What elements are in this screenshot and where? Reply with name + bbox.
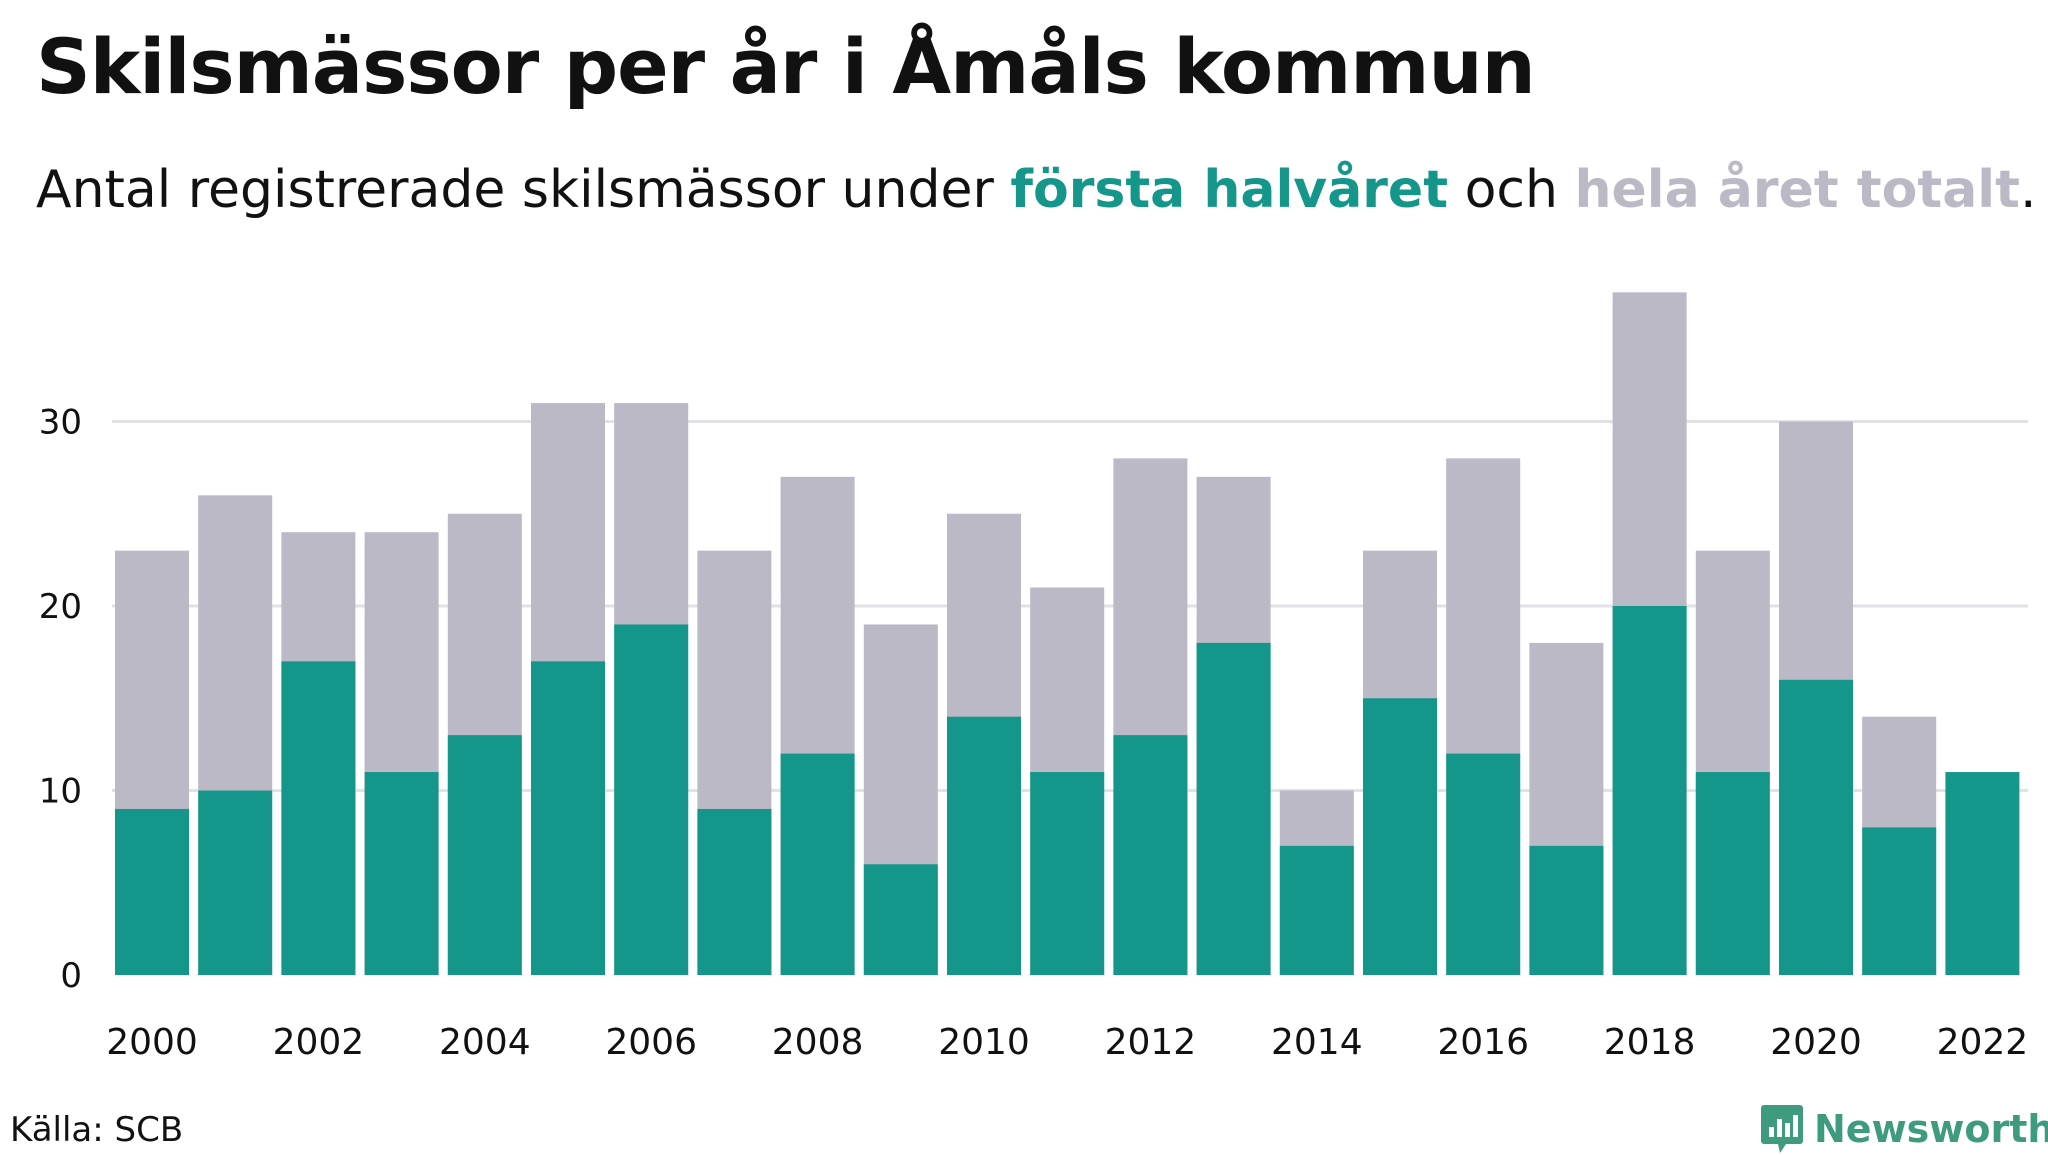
bar-first-half <box>614 624 689 975</box>
x-tick-label: 2000 <box>106 1022 198 1063</box>
bar-first-half <box>1612 606 1687 975</box>
bar-first-half <box>115 808 189 975</box>
bar-first-half <box>1279 845 1354 975</box>
bar-first-half <box>1945 772 2020 975</box>
bars <box>115 292 2020 976</box>
bar-first-half <box>1695 772 1770 975</box>
bar-first-half <box>1862 827 1937 975</box>
y-tick-label: 0 <box>60 956 82 996</box>
legend-total: hela året totalt <box>1574 160 2020 220</box>
x-tick-label: 2006 <box>605 1022 697 1063</box>
bar-first-half <box>531 661 605 975</box>
brand-name: Newsworthy <box>1814 1107 2048 1151</box>
chart-title: Skilsmässor per år i Åmåls kommun <box>36 22 1536 111</box>
bar-first-half <box>281 661 356 975</box>
y-tick-label: 20 <box>39 587 82 627</box>
x-tick-label: 2002 <box>273 1022 365 1063</box>
bar-first-half <box>947 716 1021 975</box>
bar-first-half <box>1529 845 1604 975</box>
bar-first-half <box>780 753 855 975</box>
x-tick-label: 2010 <box>938 1022 1030 1063</box>
x-tick-label: 2020 <box>1770 1022 1862 1063</box>
subtitle-middle: och <box>1448 160 1575 220</box>
bar-first-half <box>1779 679 1853 975</box>
bar-first-half <box>1446 753 1521 975</box>
x-tick-label: 2018 <box>1604 1022 1696 1063</box>
bar-first-half <box>364 772 439 975</box>
bar-first-half <box>863 864 938 975</box>
bar-first-half <box>1113 735 1188 975</box>
bar-first-half <box>198 790 273 975</box>
bar-first-half <box>697 808 772 975</box>
x-tick-label: 2008 <box>772 1022 864 1063</box>
subtitle-prefix: Antal registrerade skilsmässor under <box>36 160 1011 220</box>
brand: Newsworthy <box>1760 1103 2048 1155</box>
y-tick-label: 10 <box>39 772 82 812</box>
chart-subtitle: Antal registrerade skilsmässor under för… <box>36 160 2037 220</box>
newsworthy-logo-icon <box>1761 1105 1803 1153</box>
x-tick-label: 2022 <box>1937 1022 2029 1063</box>
x-tick-label: 2016 <box>1437 1022 1529 1063</box>
bar-first-half <box>447 735 522 975</box>
axis-labels: 0 10 20 30 2000 2002 2004 2006 2008 2010 2012 2014 2… <box>39 403 2028 1064</box>
legend-first-half: första halvåret <box>1010 160 1449 220</box>
y-tick-label: 30 <box>39 403 82 443</box>
subtitle-suffix: . <box>2019 160 2037 220</box>
source-label: Källa: SCB <box>10 1110 184 1150</box>
bar-first-half <box>1030 772 1105 975</box>
x-tick-label: 2004 <box>439 1022 531 1063</box>
x-tick-label: 2014 <box>1271 1022 1363 1063</box>
bar-first-half <box>1363 698 1437 975</box>
x-tick-label: 2012 <box>1105 1022 1197 1063</box>
bar-first-half <box>1196 642 1271 975</box>
